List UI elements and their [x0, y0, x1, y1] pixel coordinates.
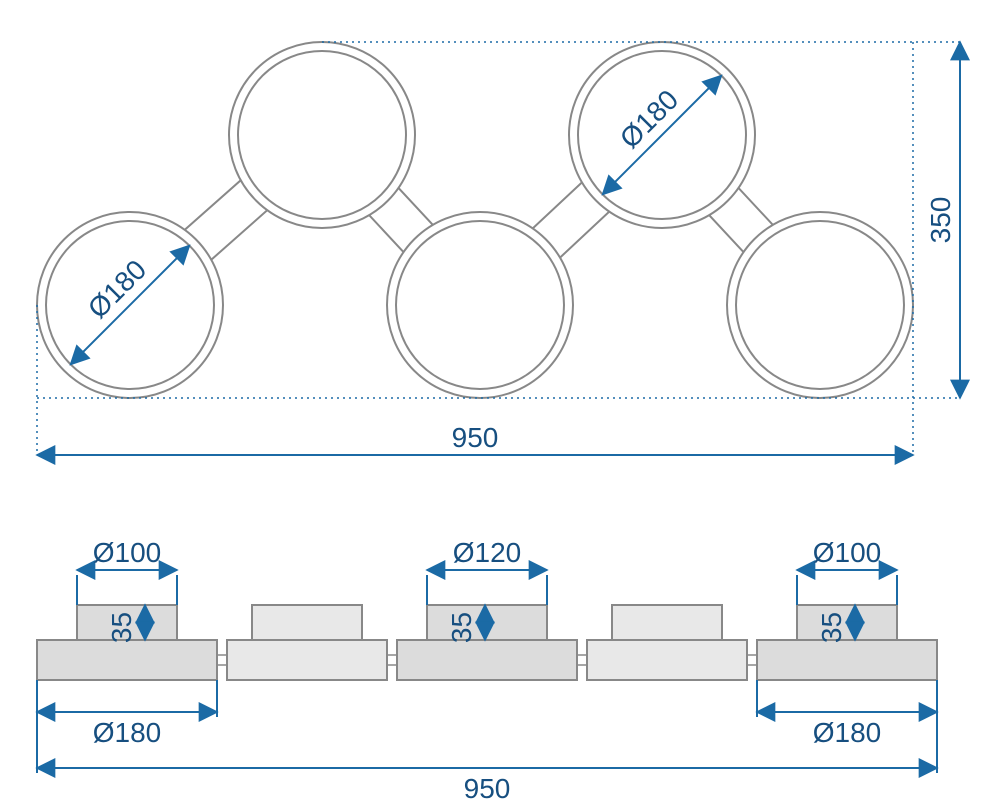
- side-connector-3: [747, 655, 757, 665]
- bdim-1-label: Ø180: [813, 717, 882, 748]
- top-view: Ø180Ø180950350: [37, 42, 960, 455]
- hdim-label-1: 35: [446, 612, 477, 643]
- base-block-0: [37, 640, 217, 680]
- side-connector-1: [387, 655, 397, 665]
- base-block-2: [397, 640, 577, 680]
- side-width-dim-label: 950: [464, 773, 511, 800]
- base-block-3: [587, 640, 747, 680]
- hdim-label-2: 35: [816, 612, 847, 643]
- top-width-dim-label: 950: [452, 422, 499, 453]
- topdim-0-label: Ø100: [93, 537, 162, 568]
- ring-inner-1: [238, 51, 406, 219]
- side-connector-2: [577, 655, 587, 665]
- hdim-label-0: 35: [106, 612, 137, 643]
- base-block-4: [757, 640, 937, 680]
- side-connector-0: [217, 655, 227, 665]
- topdim-2-label: Ø100: [813, 537, 882, 568]
- ring-inner-4: [736, 221, 904, 389]
- technical-drawing: Ø180 Ø180 950 350 Ø100 Ø120 Ø100 35 35 35 Ø180 Ø18…: [0, 0, 1008, 800]
- bdim-0-label: Ø180: [93, 717, 162, 748]
- upper-block-2: [427, 605, 547, 640]
- top-height-dim-label: 350: [925, 197, 956, 244]
- topdim-1-label: Ø120: [453, 537, 522, 568]
- base-block-1: [227, 640, 387, 680]
- upper-block-4: [797, 605, 897, 640]
- ring-inner-2: [396, 221, 564, 389]
- side-view: Ø100 Ø120 Ø100 35 35 35 Ø180 Ø180 950: [37, 537, 937, 800]
- upper-block-3: [612, 605, 722, 640]
- upper-block-1: [252, 605, 362, 640]
